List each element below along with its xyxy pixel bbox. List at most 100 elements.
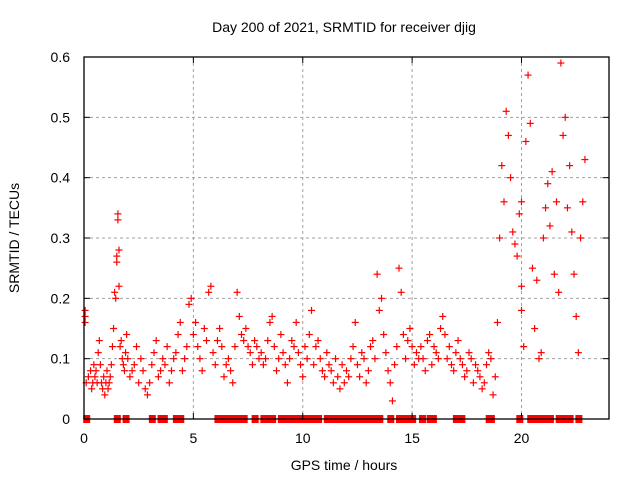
data-point xyxy=(270,343,278,351)
data-point xyxy=(139,367,147,375)
data-point xyxy=(189,331,197,339)
data-point xyxy=(290,343,298,351)
data-point xyxy=(277,331,285,339)
data-point xyxy=(222,361,230,369)
data-point xyxy=(103,367,111,375)
data-point xyxy=(266,318,274,326)
data-point xyxy=(402,355,410,363)
data-point xyxy=(397,288,405,296)
data-point xyxy=(200,325,208,332)
data-point xyxy=(533,276,541,284)
data-point xyxy=(246,349,254,357)
x-tick-label: 5 xyxy=(189,430,197,446)
data-point xyxy=(174,331,182,339)
data-point xyxy=(375,306,383,314)
data-point xyxy=(207,282,215,290)
data-point xyxy=(81,306,89,314)
data-point xyxy=(553,198,560,206)
data-point xyxy=(211,361,219,369)
data-point xyxy=(244,343,252,351)
data-point xyxy=(428,361,436,369)
data-point xyxy=(135,379,143,387)
x-tick-label: 10 xyxy=(295,430,311,446)
data-point xyxy=(264,337,272,345)
data-point xyxy=(113,258,121,266)
data-point xyxy=(279,349,287,357)
grid-lines xyxy=(84,57,609,419)
data-point xyxy=(369,337,377,345)
data-point xyxy=(251,337,259,345)
data-point xyxy=(231,343,239,351)
data-point xyxy=(150,349,158,357)
data-point xyxy=(557,59,565,67)
data-point xyxy=(382,349,390,357)
data-point xyxy=(216,325,224,332)
data-point xyxy=(528,264,536,272)
data-point xyxy=(165,379,173,387)
data-point xyxy=(373,270,381,278)
data-point xyxy=(338,361,346,369)
data-point xyxy=(100,373,108,381)
data-point xyxy=(371,355,379,363)
data-point xyxy=(325,361,333,369)
data-point xyxy=(518,306,525,314)
data-point xyxy=(123,331,131,339)
data-point xyxy=(524,71,532,79)
data-point xyxy=(498,162,506,170)
data-point xyxy=(146,379,154,387)
x-axis-label: GPS time / hours xyxy=(291,457,398,473)
data-point xyxy=(233,288,241,296)
data-point xyxy=(257,349,265,357)
data-point xyxy=(255,355,263,363)
data-point xyxy=(351,318,359,326)
data-point xyxy=(283,379,291,387)
data-point xyxy=(323,349,331,357)
data-point xyxy=(434,355,442,363)
data-point xyxy=(94,349,102,357)
data-point xyxy=(170,355,178,363)
data-point xyxy=(163,343,171,351)
data-point xyxy=(329,379,337,387)
axis-ticks xyxy=(83,56,609,420)
data-point xyxy=(259,361,267,369)
data-point xyxy=(235,312,243,320)
data-point xyxy=(362,379,370,387)
data-point xyxy=(413,349,420,357)
data-point xyxy=(395,264,403,272)
data-point xyxy=(183,343,191,351)
data-point xyxy=(275,355,283,363)
data-point xyxy=(120,367,128,375)
data-point xyxy=(432,349,440,357)
data-point xyxy=(181,355,189,363)
data-point xyxy=(137,355,145,363)
data-point xyxy=(273,367,280,375)
y-tick-labels: 0 0.1 0.2 0.3 0.4 0.5 0.6 xyxy=(51,49,71,427)
data-point xyxy=(489,391,497,399)
y-tick-label: 0 xyxy=(62,411,70,427)
y-tick-label: 0.2 xyxy=(51,290,71,306)
data-point xyxy=(559,131,567,139)
x-tick-labels: 0 5 10 15 20 xyxy=(80,430,529,446)
data-point xyxy=(194,343,202,351)
data-point xyxy=(358,349,366,357)
data-point xyxy=(176,318,184,326)
data-point xyxy=(107,361,115,369)
data-point xyxy=(292,318,300,326)
data-point xyxy=(213,337,221,345)
data-point xyxy=(550,270,558,278)
x-tick-label: 0 xyxy=(80,430,88,446)
data-point xyxy=(496,234,504,242)
data-point xyxy=(480,379,488,387)
data-point xyxy=(531,325,539,332)
data-point xyxy=(303,355,311,363)
data-point xyxy=(119,361,127,369)
data-point xyxy=(419,355,427,363)
data-point xyxy=(227,367,235,375)
data-point xyxy=(461,373,469,381)
data-point xyxy=(406,325,414,332)
data-point xyxy=(500,198,508,206)
y-tick-label: 0.6 xyxy=(51,49,71,65)
data-point xyxy=(526,119,534,127)
data-point xyxy=(515,210,523,218)
